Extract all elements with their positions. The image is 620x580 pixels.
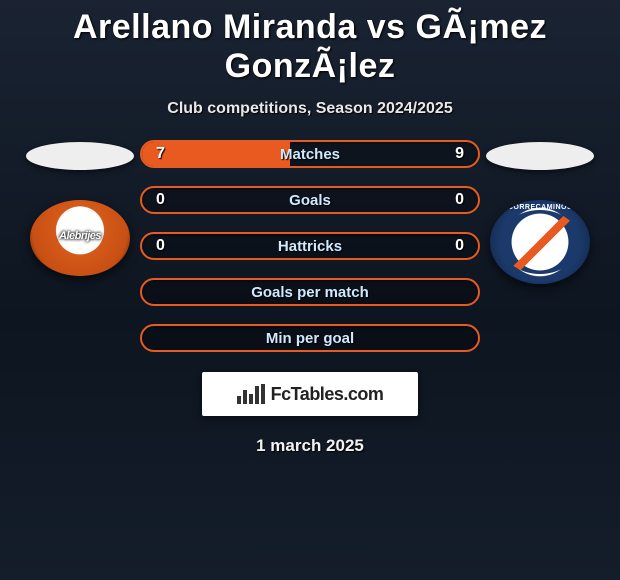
stat-bar-matches: 7 Matches 9 [140, 140, 480, 168]
bars-chart-icon [237, 384, 265, 404]
stat-bar-min-per-goal: Min per goal [140, 324, 480, 352]
stat-label: Min per goal [266, 330, 354, 347]
comparison-date: 1 march 2025 [0, 436, 620, 456]
fctables-logo-link[interactable]: FcTables.com [202, 372, 418, 416]
right-team-crest-text: CORRECAMINOS [490, 204, 590, 211]
stat-left-value: 0 [156, 237, 165, 255]
stat-label: Goals [289, 192, 331, 209]
stat-label: Hattricks [278, 238, 342, 255]
stat-right-value: 0 [455, 191, 464, 209]
left-team-crest: Alebrijes [30, 200, 130, 276]
stat-label: Goals per match [251, 284, 369, 301]
stat-bar-goals-per-match: Goals per match [140, 278, 480, 306]
stat-left-value: 0 [156, 191, 165, 209]
left-country-flag [26, 142, 134, 170]
comparison-panel: Alebrijes 7 Matches 9 0 Goals 0 0 Hattri… [0, 140, 620, 352]
stat-right-value: 9 [455, 145, 464, 163]
left-team-column: Alebrijes [20, 140, 140, 276]
right-team-column: CORRECAMINOS [480, 140, 600, 284]
stat-bars: 7 Matches 9 0 Goals 0 0 Hattricks 0 Goal… [140, 140, 480, 352]
fctables-logo-text: FcTables.com [271, 384, 384, 405]
stat-right-value: 0 [455, 237, 464, 255]
right-country-flag [486, 142, 594, 170]
left-team-crest-text: Alebrijes [30, 230, 130, 242]
stat-bar-hattricks: 0 Hattricks 0 [140, 232, 480, 260]
stat-left-value: 7 [156, 145, 165, 163]
comparison-subtitle: Club competitions, Season 2024/2025 [0, 100, 620, 118]
stat-label: Matches [280, 146, 340, 163]
right-team-crest: CORRECAMINOS [490, 200, 590, 284]
stat-bar-goals: 0 Goals 0 [140, 186, 480, 214]
comparison-title: Arellano Miranda vs GÃ¡mez GonzÃ¡lez [0, 0, 620, 86]
